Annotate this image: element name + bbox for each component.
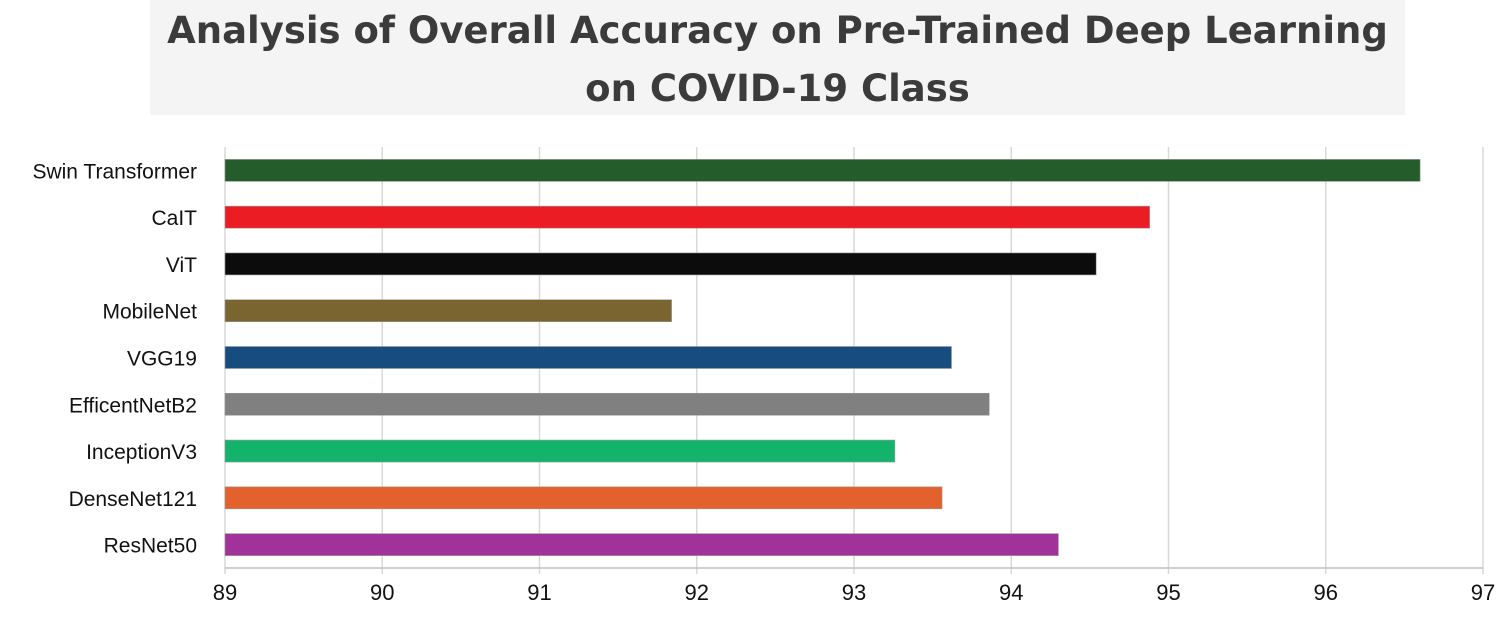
chart-title: Analysis of Overall Accuracy on Pre-Trai… (167, 9, 1388, 110)
bar (224, 439, 896, 463)
category-label: ViT (166, 254, 197, 277)
bar (224, 159, 1421, 182)
category-label: ResNet50 (104, 535, 197, 558)
bar (224, 392, 990, 416)
category-label: Swin Transformer (32, 160, 197, 183)
bar (224, 533, 1059, 556)
bar (224, 486, 943, 510)
bar (224, 299, 672, 323)
x-tick-label: 95 (1156, 580, 1180, 605)
category-label: CaIT (151, 207, 197, 230)
bar (224, 346, 952, 369)
category-label: DenseNet121 (69, 488, 197, 511)
category-label: MobileNet (102, 301, 197, 324)
bar (224, 252, 1097, 276)
bar (224, 205, 1150, 229)
x-tick-label: 96 (1314, 580, 1338, 605)
x-tick-label: 90 (370, 580, 394, 605)
x-tick-label: 91 (527, 580, 551, 605)
category-label: EfficentNetB2 (69, 394, 197, 417)
x-tick-label: 97 (1471, 580, 1495, 605)
title-background (150, 0, 1405, 115)
x-tick-label: 94 (999, 580, 1023, 605)
category-label: VGG19 (127, 348, 197, 371)
x-tick-label: 93 (842, 580, 866, 605)
x-tick-label: 92 (685, 580, 709, 605)
category-label: InceptionV3 (86, 441, 197, 464)
x-tick-label: 89 (213, 580, 237, 605)
